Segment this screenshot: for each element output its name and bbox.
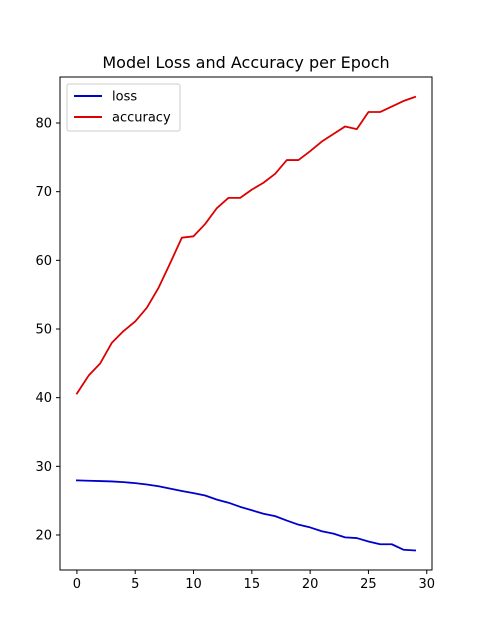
x-tick-label: 0 [73, 577, 81, 592]
y-tick-label: 20 [35, 528, 52, 543]
x-tick-label: 10 [185, 577, 202, 592]
legend-label-accuracy: accuracy [112, 111, 171, 126]
y-tick-label: 70 [35, 185, 52, 200]
x-tick-label: 20 [302, 577, 319, 592]
y-tick-label: 50 [35, 322, 52, 337]
x-tick-label: 25 [360, 577, 377, 592]
x-tick-label: 30 [418, 577, 435, 592]
y-tick-label: 60 [35, 254, 52, 269]
y-tick-label: 30 [35, 460, 52, 475]
x-tick-label: 15 [244, 577, 261, 592]
plot-frame [59, 76, 433, 571]
y-tick-label: 40 [35, 391, 52, 406]
axis-ticks: 0 5 10 15 20 25 30 20 30 40 50 60 70 80 [35, 117, 435, 592]
legend: loss accuracy [66, 83, 181, 132]
x-tick-label: 5 [131, 577, 139, 592]
series-layer [75, 95, 417, 552]
legend-label-loss: loss [112, 90, 137, 105]
series-line-loss [75, 479, 417, 552]
series-line-accuracy [75, 95, 417, 395]
chart-title: Model Loss and Accuracy per Epoch [102, 53, 389, 72]
y-tick-label: 80 [35, 117, 52, 132]
